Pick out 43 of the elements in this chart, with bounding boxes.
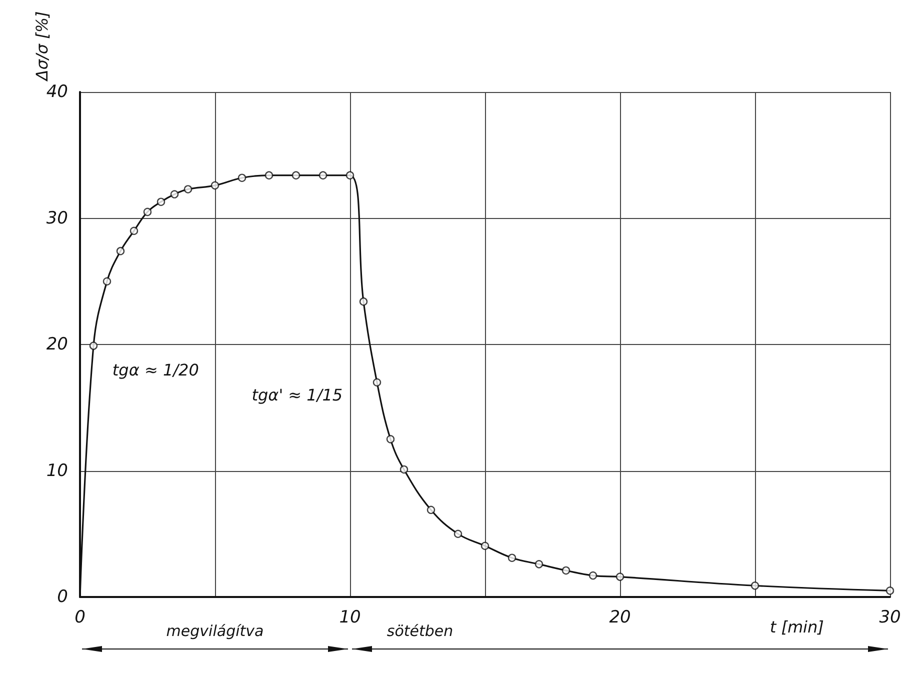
point [508, 554, 516, 562]
point [616, 572, 624, 581]
text: sötétben [386, 622, 454, 640]
y-tick-label: 40 [46, 82, 68, 102]
point [372, 378, 382, 386]
point [116, 246, 125, 256]
point [184, 185, 192, 194]
x-tick-label: 0 [74, 608, 86, 628]
point [156, 198, 166, 206]
point [426, 506, 436, 514]
point [318, 171, 328, 180]
y-tick-label: 20 [46, 334, 68, 354]
point [386, 435, 395, 444]
point [346, 171, 354, 180]
point [238, 174, 246, 182]
annotation: tgα ≈ 1/20 [112, 360, 199, 380]
point [454, 530, 462, 538]
y-axis-title: Δσ/σ [%] [32, 11, 52, 83]
point [359, 297, 368, 306]
point [562, 566, 570, 575]
y-tick-label: 0 [57, 587, 68, 607]
point [588, 571, 598, 580]
x-axis-title: t [min] [770, 618, 824, 636]
annotation: tgα' ≈ 1/15 [252, 386, 343, 404]
point [750, 582, 760, 590]
point [89, 342, 98, 350]
y-tick-label: 10 [46, 460, 68, 481]
text: megvilágítva [166, 622, 264, 640]
point [480, 542, 490, 550]
point [130, 226, 138, 235]
point [210, 181, 220, 190]
point [143, 208, 152, 216]
x-tick-label: 20 [609, 608, 631, 628]
point [400, 465, 408, 474]
x-tick-label: 10 [339, 608, 361, 628]
x-tick-label: 30 [879, 608, 901, 628]
point [170, 190, 179, 198]
point [102, 277, 112, 286]
point [886, 586, 894, 595]
point [292, 171, 300, 180]
point [264, 171, 274, 180]
y-tick-label: 30 [46, 208, 68, 228]
point [534, 560, 544, 568]
